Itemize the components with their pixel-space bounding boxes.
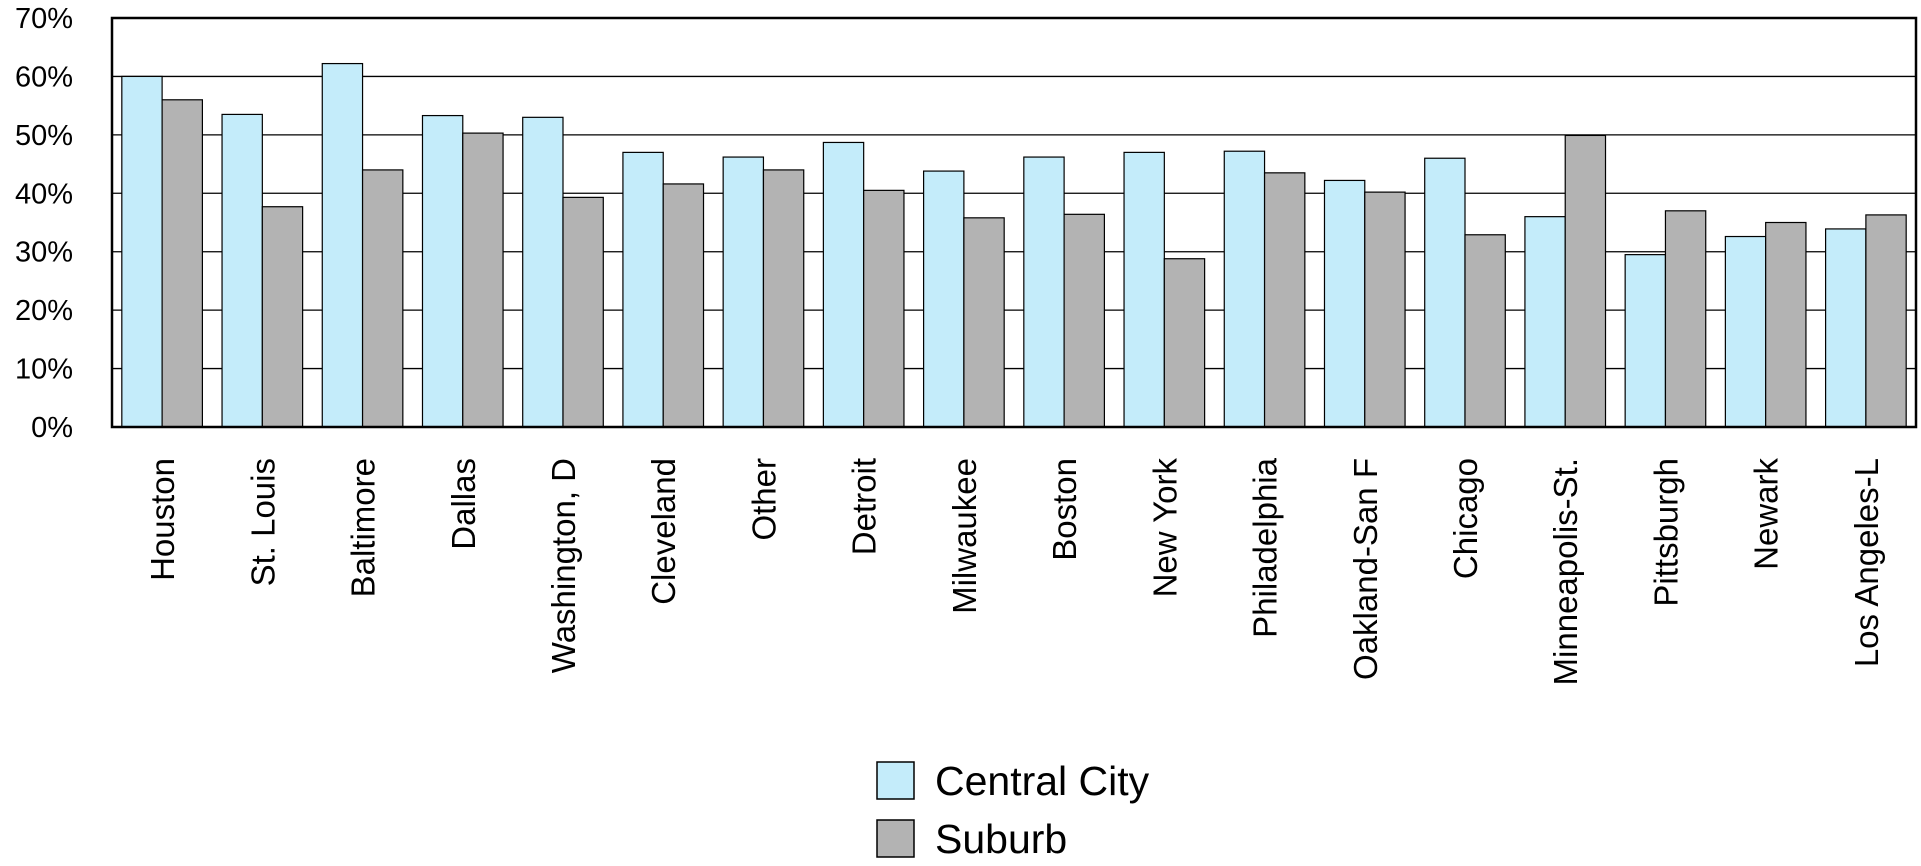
y-tick-label: 30% — [15, 237, 73, 269]
bar-central-city — [1724, 235, 1767, 428]
legend-swatch — [876, 819, 915, 858]
x-tick-label: Baltimore — [345, 458, 382, 597]
x-tick-label: Los Angeles-L — [1848, 458, 1885, 667]
x-tick-label: Milwaukee — [946, 458, 983, 614]
x-tick-label: Chicago — [1447, 458, 1484, 579]
legend: Central City Suburb — [876, 758, 1150, 862]
y-tick-label: 20% — [15, 295, 73, 327]
bar-suburb — [963, 217, 1005, 428]
x-tick-label: Boston — [1046, 458, 1083, 561]
bar-suburb — [662, 183, 705, 428]
y-tick-label: 0% — [31, 412, 73, 444]
gridlines — [112, 75, 1916, 370]
bar-central-city — [522, 116, 564, 428]
y-axis-ticks: 0% 10% 20% 30% 40% 50% 60% 70% — [15, 3, 73, 444]
bar-central-city — [822, 141, 865, 428]
legend-label: Suburb — [935, 816, 1067, 862]
x-tick-label: Houston — [144, 458, 181, 581]
x-tick-label: St. Louis — [244, 458, 281, 586]
bar-central-city — [321, 62, 364, 428]
bar-central-city — [622, 151, 664, 428]
bar-suburb — [161, 99, 204, 428]
bar-central-city — [421, 114, 464, 428]
bar-central-city — [1424, 157, 1466, 428]
x-tick-label: Oakland-San F — [1347, 458, 1384, 680]
bar-suburb — [1564, 134, 1607, 428]
legend-label: Central City — [935, 758, 1150, 804]
y-tick-label: 10% — [15, 354, 73, 386]
x-tick-label: Minneapolis-St. — [1547, 458, 1584, 685]
bars — [121, 62, 1907, 428]
bar-suburb — [1865, 214, 1907, 428]
bar-central-city — [1624, 254, 1667, 428]
bar-suburb — [462, 132, 504, 428]
bar-suburb — [261, 206, 304, 428]
bar-suburb — [1765, 221, 1807, 428]
bar-central-city — [722, 156, 765, 428]
x-tick-label: Philadelphia — [1247, 457, 1284, 637]
bar-central-city — [1223, 150, 1266, 428]
x-tick-label: Dallas — [445, 458, 482, 550]
y-tick-label: 60% — [15, 61, 73, 93]
legend-swatch — [876, 761, 915, 800]
bar-suburb — [361, 169, 404, 428]
bar-suburb — [1464, 234, 1506, 428]
bar-suburb — [1163, 258, 1206, 428]
x-tick-label: Newark — [1748, 458, 1785, 570]
x-tick-label: Cleveland — [645, 458, 682, 605]
x-tick-label: Other — [745, 458, 782, 541]
bar-suburb — [562, 196, 604, 428]
x-tick-label: Pittsburgh — [1647, 458, 1684, 607]
bar-central-city — [1023, 156, 1065, 428]
bar-suburb — [762, 169, 805, 428]
bar-central-city — [1323, 179, 1366, 428]
bar-central-city — [221, 113, 263, 428]
y-tick-label: 50% — [15, 120, 73, 152]
bar-suburb — [1063, 213, 1106, 428]
bar-central-city — [1824, 228, 1867, 428]
bar-suburb — [1664, 210, 1707, 428]
bar-central-city — [121, 75, 163, 428]
bar-central-city — [922, 170, 965, 428]
x-axis-ticks: Houston St. Louis Baltimore Dallas Washingto… — [144, 457, 1885, 685]
x-tick-label: Detroit — [846, 458, 883, 555]
bar-central-city — [1123, 151, 1165, 428]
x-tick-label: New York — [1146, 458, 1183, 598]
y-tick-label: 70% — [15, 3, 73, 35]
bar-suburb — [1263, 172, 1306, 428]
plot-frame — [110, 16, 1918, 429]
y-tick-label: 40% — [15, 178, 73, 210]
bar-central-city — [1524, 216, 1566, 428]
bar-suburb — [863, 189, 905, 428]
x-tick-label: Washington, D — [545, 458, 582, 673]
bar-suburb — [1364, 191, 1406, 428]
